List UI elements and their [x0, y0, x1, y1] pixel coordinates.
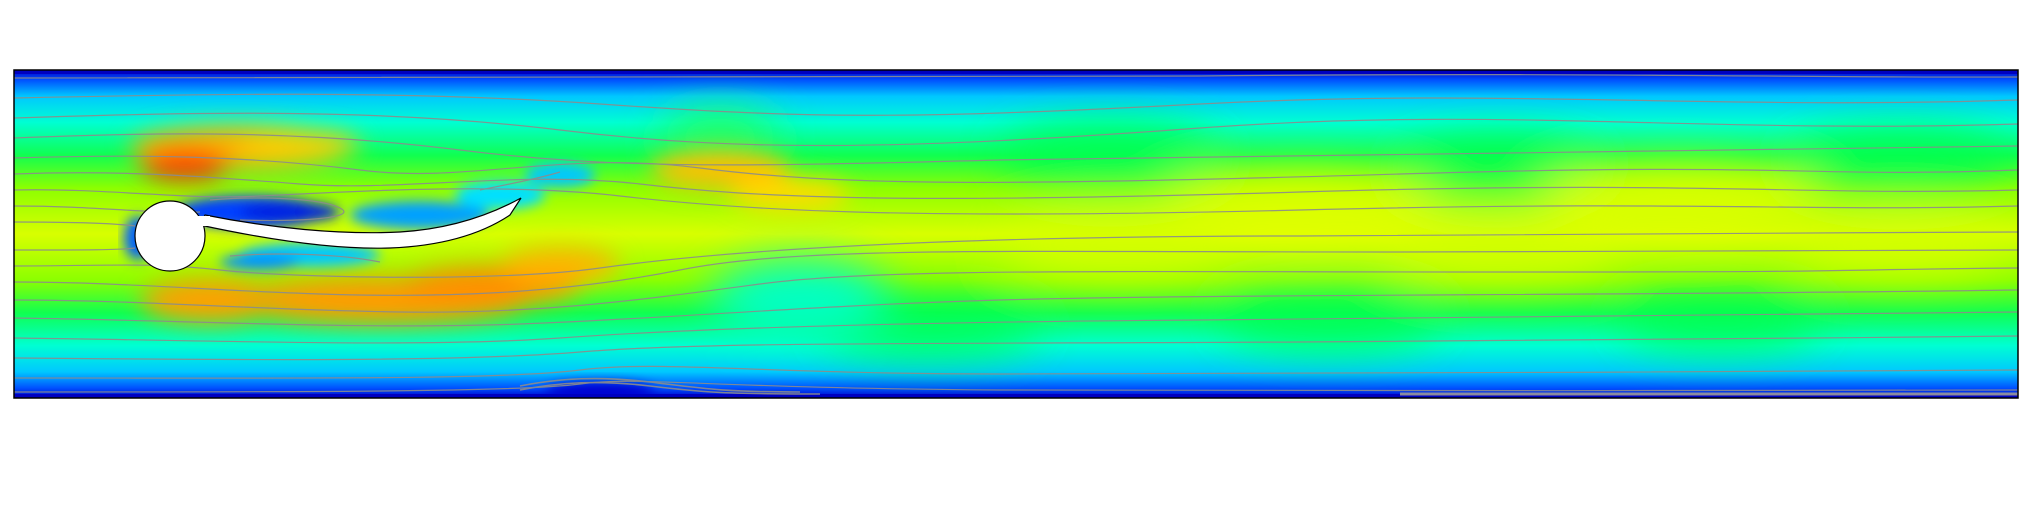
streamlines	[14, 74, 2018, 396]
cylinder	[134, 200, 206, 272]
flexible-flag	[199, 197, 522, 249]
obstacle	[134, 197, 522, 272]
velocity-field	[14, 70, 2018, 398]
channel-frame	[13, 69, 2019, 399]
